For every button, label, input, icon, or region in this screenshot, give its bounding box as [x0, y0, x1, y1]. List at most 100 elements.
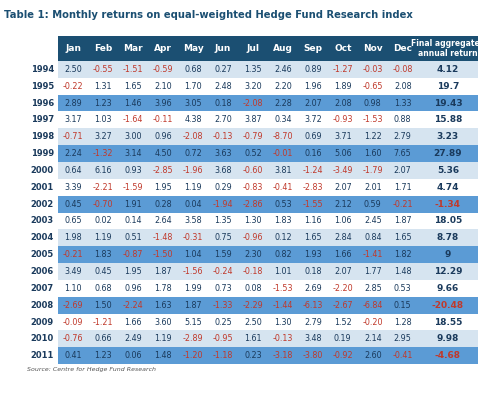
- Text: 1.23: 1.23: [94, 99, 112, 107]
- Text: 3.63: 3.63: [214, 149, 232, 158]
- Text: -1.51: -1.51: [123, 65, 143, 74]
- Text: 0.75: 0.75: [214, 233, 232, 242]
- Text: -2.85: -2.85: [153, 166, 173, 175]
- Text: 1.33: 1.33: [394, 99, 412, 107]
- Text: 2.45: 2.45: [364, 217, 382, 225]
- Text: Feb: Feb: [94, 44, 113, 53]
- Text: 1.77: 1.77: [364, 267, 382, 276]
- Text: -1.64: -1.64: [123, 115, 143, 124]
- Text: 1996: 1996: [31, 99, 54, 107]
- Text: 9.66: 9.66: [437, 284, 459, 293]
- Text: -0.87: -0.87: [123, 250, 143, 259]
- Text: -1.18: -1.18: [213, 351, 233, 360]
- Text: 4.50: 4.50: [154, 149, 172, 158]
- Text: 4.38: 4.38: [185, 115, 202, 124]
- Text: 3.71: 3.71: [334, 132, 352, 141]
- Text: 4.74: 4.74: [437, 183, 459, 192]
- Text: Table 1: Monthly returns on equal-weighted Hedge Fund Research index: Table 1: Monthly returns on equal-weight…: [4, 10, 413, 20]
- Text: 2.50: 2.50: [64, 65, 82, 74]
- Text: 0.72: 0.72: [184, 149, 202, 158]
- Text: 1.23: 1.23: [94, 351, 112, 360]
- Text: -0.01: -0.01: [273, 149, 293, 158]
- Text: 0.18: 0.18: [214, 99, 232, 107]
- Text: -0.92: -0.92: [332, 351, 353, 360]
- Text: 19.43: 19.43: [434, 99, 462, 107]
- Text: Aug: Aug: [273, 44, 293, 53]
- Text: 3.68: 3.68: [214, 166, 232, 175]
- Text: -1.53: -1.53: [363, 115, 383, 124]
- Text: -0.41: -0.41: [393, 351, 413, 360]
- Text: 2.07: 2.07: [334, 183, 352, 192]
- Text: -0.31: -0.31: [183, 233, 203, 242]
- Text: 1.87: 1.87: [394, 217, 412, 225]
- Text: -1.44: -1.44: [273, 301, 293, 310]
- Text: 2.24: 2.24: [64, 149, 82, 158]
- Text: 0.73: 0.73: [214, 284, 232, 293]
- Text: 2011: 2011: [31, 351, 54, 360]
- Text: -0.18: -0.18: [243, 267, 263, 276]
- Text: 0.45: 0.45: [64, 200, 82, 209]
- Text: 0.52: 0.52: [244, 149, 262, 158]
- Text: 2.07: 2.07: [334, 267, 352, 276]
- Text: 1.16: 1.16: [304, 217, 322, 225]
- Text: Oct: Oct: [334, 44, 352, 53]
- Text: 1999: 1999: [31, 149, 54, 158]
- Text: 9.98: 9.98: [437, 334, 459, 343]
- Text: 1.60: 1.60: [364, 149, 382, 158]
- Text: 0.88: 0.88: [394, 115, 412, 124]
- Text: 1.95: 1.95: [124, 267, 142, 276]
- Text: 0.68: 0.68: [185, 65, 202, 74]
- Text: 2.07: 2.07: [394, 166, 412, 175]
- Text: -1.55: -1.55: [302, 200, 323, 209]
- Text: 2.10: 2.10: [154, 82, 172, 91]
- Text: -0.65: -0.65: [363, 82, 383, 91]
- Text: 3.39: 3.39: [64, 183, 82, 192]
- Text: Dec: Dec: [393, 44, 412, 53]
- Text: -0.83: -0.83: [243, 183, 263, 192]
- Text: -2.89: -2.89: [183, 334, 203, 343]
- Text: 9: 9: [445, 250, 451, 259]
- Text: 3.60: 3.60: [155, 318, 172, 326]
- Text: 1.83: 1.83: [274, 217, 292, 225]
- Text: 1.35: 1.35: [244, 65, 262, 74]
- Text: -0.24: -0.24: [213, 267, 233, 276]
- Text: 1.19: 1.19: [184, 183, 202, 192]
- Text: -0.76: -0.76: [63, 334, 84, 343]
- Text: 2.30: 2.30: [244, 250, 262, 259]
- Text: 0.27: 0.27: [214, 65, 232, 74]
- Text: 3.17: 3.17: [64, 115, 82, 124]
- Text: 0.45: 0.45: [94, 267, 112, 276]
- Text: 0.04: 0.04: [185, 200, 202, 209]
- Text: 2.69: 2.69: [304, 284, 322, 293]
- Text: 0.65: 0.65: [64, 217, 82, 225]
- Text: 12.29: 12.29: [434, 267, 462, 276]
- Text: -1.41: -1.41: [363, 250, 383, 259]
- Text: -1.20: -1.20: [183, 351, 203, 360]
- Text: -0.11: -0.11: [153, 115, 173, 124]
- Text: -0.96: -0.96: [242, 233, 263, 242]
- Text: -1.32: -1.32: [93, 149, 114, 158]
- Text: -2.83: -2.83: [303, 183, 323, 192]
- Text: 0.98: 0.98: [364, 99, 382, 107]
- Text: 2.07: 2.07: [304, 99, 322, 107]
- Text: 1.59: 1.59: [214, 250, 232, 259]
- Text: Apr: Apr: [154, 44, 172, 53]
- Text: Sep: Sep: [303, 44, 322, 53]
- Text: -1.94: -1.94: [213, 200, 233, 209]
- Text: -2.86: -2.86: [242, 200, 263, 209]
- Text: 2.08: 2.08: [334, 99, 352, 107]
- Text: 1.22: 1.22: [364, 132, 382, 141]
- Text: 0.64: 0.64: [64, 166, 82, 175]
- Text: 2.70: 2.70: [214, 115, 232, 124]
- Text: -0.21: -0.21: [393, 200, 413, 209]
- Text: 1.10: 1.10: [64, 284, 82, 293]
- Text: -4.68: -4.68: [435, 351, 461, 360]
- Text: 0.53: 0.53: [274, 200, 292, 209]
- Text: 0.18: 0.18: [304, 267, 322, 276]
- Text: 0.25: 0.25: [214, 318, 232, 326]
- Text: 2002: 2002: [31, 200, 54, 209]
- Text: 0.51: 0.51: [124, 233, 142, 242]
- Text: -1.50: -1.50: [153, 250, 173, 259]
- Text: -0.55: -0.55: [93, 65, 114, 74]
- Text: -1.33: -1.33: [213, 301, 233, 310]
